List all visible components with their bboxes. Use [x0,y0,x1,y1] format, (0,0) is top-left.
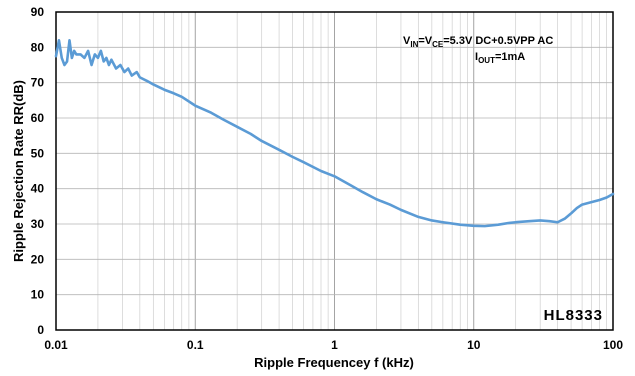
x-tick-label: 1 [331,338,338,352]
y-tick-label: 90 [31,5,45,19]
y-tick-label: 80 [31,40,45,54]
annotation-v: V [403,35,411,47]
y-tick-labels: 0 10 20 30 40 50 60 70 80 90 [31,5,45,337]
annotation-sub-out: OUT [478,56,495,65]
y-tick-label: 60 [31,111,45,125]
y-tick-label: 50 [31,146,45,160]
x-tick-labels: 0.01 0.1 1 10 100 [44,338,623,352]
x-tick-label: 0.01 [44,338,68,352]
grid-lines [55,11,613,331]
annotation-voltage: =5.3V DC+0.5VPP AC [443,35,553,47]
brand-label: HL8333 [544,307,603,324]
x-tick-label: 10 [467,338,481,352]
annotation-current: =1mA [495,51,525,63]
x-tick-label: 100 [603,338,623,352]
annotation-line-2: IOUT=1mA [475,51,525,65]
plot-frame [55,11,614,331]
y-tick-label: 0 [37,323,44,337]
x-tick-label: 0.1 [187,338,204,352]
y-tick-label: 30 [31,217,45,231]
y-tick-label: 10 [31,288,45,302]
annotation-eq-v: =V [418,35,432,47]
annotation-sub-ce: CE [432,40,444,49]
y-tick-label: 20 [31,252,45,266]
y-axis-label: Ripple Rejection Rate RR(dB) [11,80,26,262]
y-tick-label: 70 [31,76,45,90]
annotation-sub-in: IN [410,40,418,49]
x-axis-label: Ripple Frequencey f (kHz) [254,355,414,370]
series-line [54,38,615,228]
annotation-i: I [475,51,478,63]
annotation-line-1: VIN=VCE=5.3V DC+0.5VPP AC [403,35,553,49]
y-tick-label: 40 [31,182,45,196]
